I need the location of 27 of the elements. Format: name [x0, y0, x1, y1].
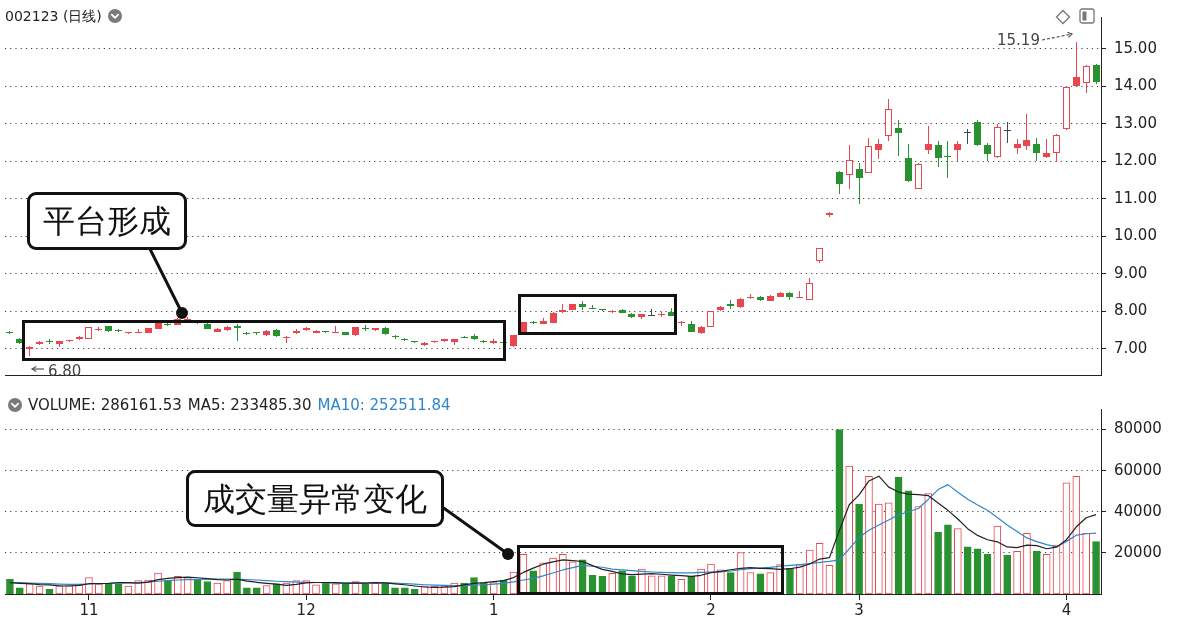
- y-tick-label: 14.00: [1114, 76, 1157, 95]
- y-tick-label: 9.00: [1114, 263, 1148, 282]
- x-tick-label: 2: [706, 600, 716, 619]
- y-tick-label: 7.00: [1114, 338, 1148, 357]
- chart-title: VOLUME: 286161.53: [28, 396, 182, 414]
- x-tick-label: 3: [854, 600, 864, 619]
- y-tick-label: 11.00: [1114, 188, 1157, 207]
- annotation: 15.19: [997, 31, 1040, 49]
- y-tick-label: 40000: [1114, 501, 1162, 520]
- y-tick-label: 15.00: [1114, 38, 1157, 57]
- y-tick-label: 10.00: [1114, 226, 1157, 245]
- annotation: 成交量异常变化: [203, 479, 427, 518]
- chart-title: 002123 (日线): [5, 8, 102, 24]
- x-tick-label: 4: [1061, 600, 1072, 619]
- x-tick-label: 11: [79, 600, 99, 619]
- y-tick-label: 8.00: [1114, 301, 1148, 320]
- y-tick-label: 60000: [1114, 460, 1162, 479]
- text: MA5: 233485.30: [187, 396, 312, 414]
- x-tick-label: 1: [488, 600, 499, 619]
- y-tick-label: 20000: [1114, 542, 1162, 561]
- text: MA10: 252511.84: [317, 396, 451, 414]
- annotation: 6.80: [48, 361, 82, 380]
- y-tick-label: 13.00: [1114, 113, 1157, 132]
- x-tick-label: 12: [296, 600, 316, 619]
- annotation: 平台形成: [43, 202, 171, 240]
- y-tick-label: 80000: [1114, 419, 1162, 438]
- y-tick-label: 12.00: [1114, 151, 1157, 170]
